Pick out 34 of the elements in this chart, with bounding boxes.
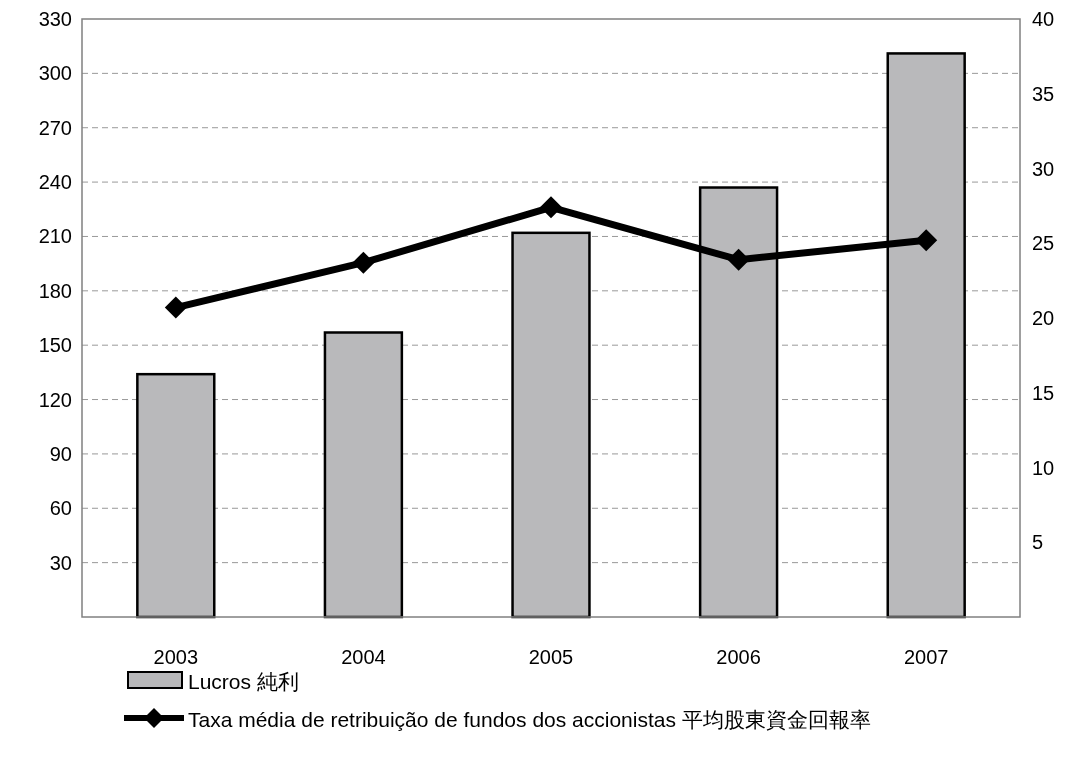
y-tick-label: 270 [38,116,72,139]
x-tick-label: 2004 [341,646,386,668]
y2-tick-label: 10 [1032,456,1055,479]
point [352,251,375,274]
y2-tick-label: 5 [1032,531,1044,554]
y-tick-label: 30 [49,551,72,574]
y-tick-label: 150 [38,334,72,357]
point [727,248,750,271]
y-tick-label: 210 [38,225,72,248]
y2-tick-label: 35 [1032,82,1055,105]
y-tick-label: 60 [49,497,72,520]
y2-tick-label: 20 [1032,307,1055,329]
point [915,229,938,252]
x-tick-label: 2007 [903,646,949,668]
y-tick-label: 120 [38,388,72,411]
x-tick-label: 2006 [716,646,761,668]
x-tick-label: 2003 [153,646,199,668]
legend-label: Lucros 純利 [188,670,299,693]
bar [136,372,216,619]
point [164,296,187,319]
y-tick-label: 330 [38,8,72,30]
y2-tick-label: 40 [1032,8,1055,30]
y2-tick-label: 25 [1032,232,1055,255]
y-tick-label: 180 [38,279,72,302]
y-tick-label: 90 [49,442,72,465]
point [540,196,562,219]
x-tick-label: 2005 [528,646,574,668]
legend-label: Taxa média de retribuição de fundos dos accionistas 平均股東資金回報率 [188,708,871,731]
y-tick-label: 240 [38,171,72,194]
bar [511,231,591,619]
y-tick-label: 300 [38,62,72,85]
bar [323,331,404,619]
y2-tick-label: 30 [1032,157,1055,180]
y2-tick-label: 15 [1032,381,1055,404]
